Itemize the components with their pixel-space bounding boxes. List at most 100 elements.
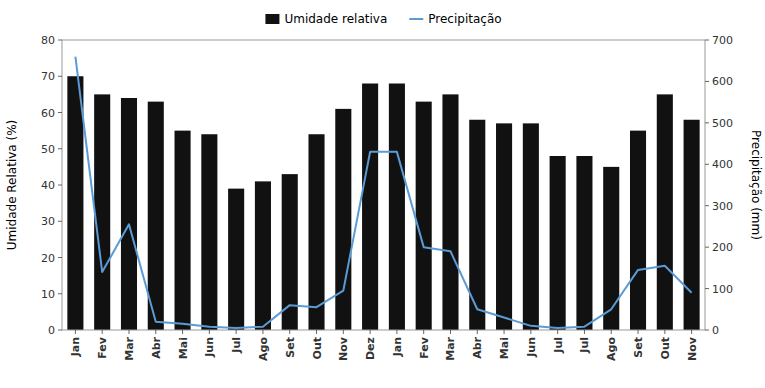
bar	[255, 181, 271, 330]
tick-mark	[262, 330, 263, 334]
tick-mark	[75, 330, 76, 334]
bar	[496, 123, 512, 330]
bar	[282, 174, 298, 330]
tick-mark	[58, 293, 62, 294]
bar	[684, 120, 700, 330]
bar	[94, 94, 110, 330]
tick-label: 70	[41, 70, 55, 83]
tick-mark	[705, 81, 709, 82]
category-label: Mai	[498, 337, 511, 359]
bar	[603, 167, 619, 330]
bar	[389, 84, 405, 331]
bar	[657, 94, 673, 330]
tick-mark	[58, 40, 62, 41]
bar	[228, 189, 244, 330]
category-label: Mar	[444, 336, 457, 360]
tick-mark	[705, 247, 709, 248]
tick-mark	[209, 330, 210, 334]
category-label: Out	[659, 337, 672, 359]
tick-mark	[396, 330, 397, 334]
tick-mark	[58, 76, 62, 77]
bar	[550, 156, 566, 330]
tick-mark	[58, 257, 62, 258]
bar	[67, 76, 83, 330]
tick-mark	[691, 330, 692, 334]
bar	[308, 134, 324, 330]
line	[75, 57, 691, 328]
tick-mark	[477, 330, 478, 334]
category-label: Mai	[177, 337, 190, 359]
tick-mark	[705, 288, 709, 289]
tick-mark	[611, 330, 612, 334]
bar	[576, 156, 592, 330]
category-label: Ago	[605, 337, 618, 361]
category-label: Jun	[525, 337, 538, 358]
bar	[416, 102, 432, 330]
background	[0, 0, 765, 388]
tick-mark	[182, 330, 183, 334]
tick-label: 700	[712, 34, 733, 47]
tick-mark	[155, 330, 156, 334]
category-label: Ago	[257, 337, 270, 361]
tick-mark	[705, 122, 709, 123]
bar	[175, 131, 191, 330]
tick-mark	[504, 330, 505, 334]
tick-label: 10	[41, 288, 55, 301]
category-label: Out	[311, 337, 324, 359]
tick-mark	[450, 330, 451, 334]
category-label: Jun	[203, 337, 216, 358]
tick-mark	[370, 330, 371, 334]
tick-mark	[58, 112, 62, 113]
tick-mark	[664, 330, 665, 334]
tick-mark	[705, 205, 709, 206]
tick-label: 30	[41, 215, 55, 228]
category-label: Fev	[418, 336, 431, 359]
chart: 010203040506070800100200300400500600700J…	[0, 0, 765, 388]
tick-mark	[705, 40, 709, 41]
tick-mark	[128, 330, 129, 334]
tick-label: 200	[712, 241, 733, 254]
category-label: Nov	[686, 336, 699, 361]
tick-mark	[557, 330, 558, 334]
category-label: Jul	[578, 337, 591, 354]
tick-mark	[58, 148, 62, 149]
axis-label: Umidade Relativa (%)	[5, 120, 19, 251]
bar	[523, 123, 539, 330]
tick-mark	[58, 185, 62, 186]
tick-label: 20	[41, 252, 55, 265]
tick-label: 400	[712, 158, 733, 171]
tick-label: 50	[41, 143, 55, 156]
legend-item: Umidade relativa	[265, 12, 387, 26]
category-label: Jul	[230, 337, 243, 354]
tick-label: 60	[41, 107, 55, 120]
tick-mark	[423, 330, 424, 334]
bar	[335, 109, 351, 330]
tick-mark	[289, 330, 290, 334]
tick-mark	[530, 330, 531, 334]
category-label: Mar	[123, 336, 136, 360]
tick-mark	[58, 221, 62, 222]
category-label: Abr	[471, 336, 484, 358]
bar	[442, 94, 458, 330]
bar	[630, 131, 646, 330]
tick-label: 40	[41, 179, 55, 192]
category-label: Jan	[69, 337, 82, 357]
tick-label: 80	[41, 34, 55, 47]
category-label: Dez	[364, 337, 377, 360]
legend: Umidade relativa Precipitação	[265, 12, 501, 26]
category-label: Nov	[337, 336, 350, 361]
plot-area	[67, 57, 699, 330]
tick-mark	[316, 330, 317, 334]
tick-mark	[343, 330, 344, 334]
tick-mark	[102, 330, 103, 334]
bar	[201, 134, 217, 330]
category-label: Set	[284, 337, 297, 358]
category-label: Jan	[391, 337, 404, 357]
legend-swatch	[265, 14, 279, 24]
axis-label: Precipitação (mm)	[749, 130, 763, 240]
category-label: Jul	[552, 337, 565, 354]
legend-label: Umidade relativa	[284, 12, 387, 26]
legend-label: Precipitação	[428, 12, 501, 26]
bar	[121, 98, 137, 330]
legend-swatch	[409, 18, 423, 20]
